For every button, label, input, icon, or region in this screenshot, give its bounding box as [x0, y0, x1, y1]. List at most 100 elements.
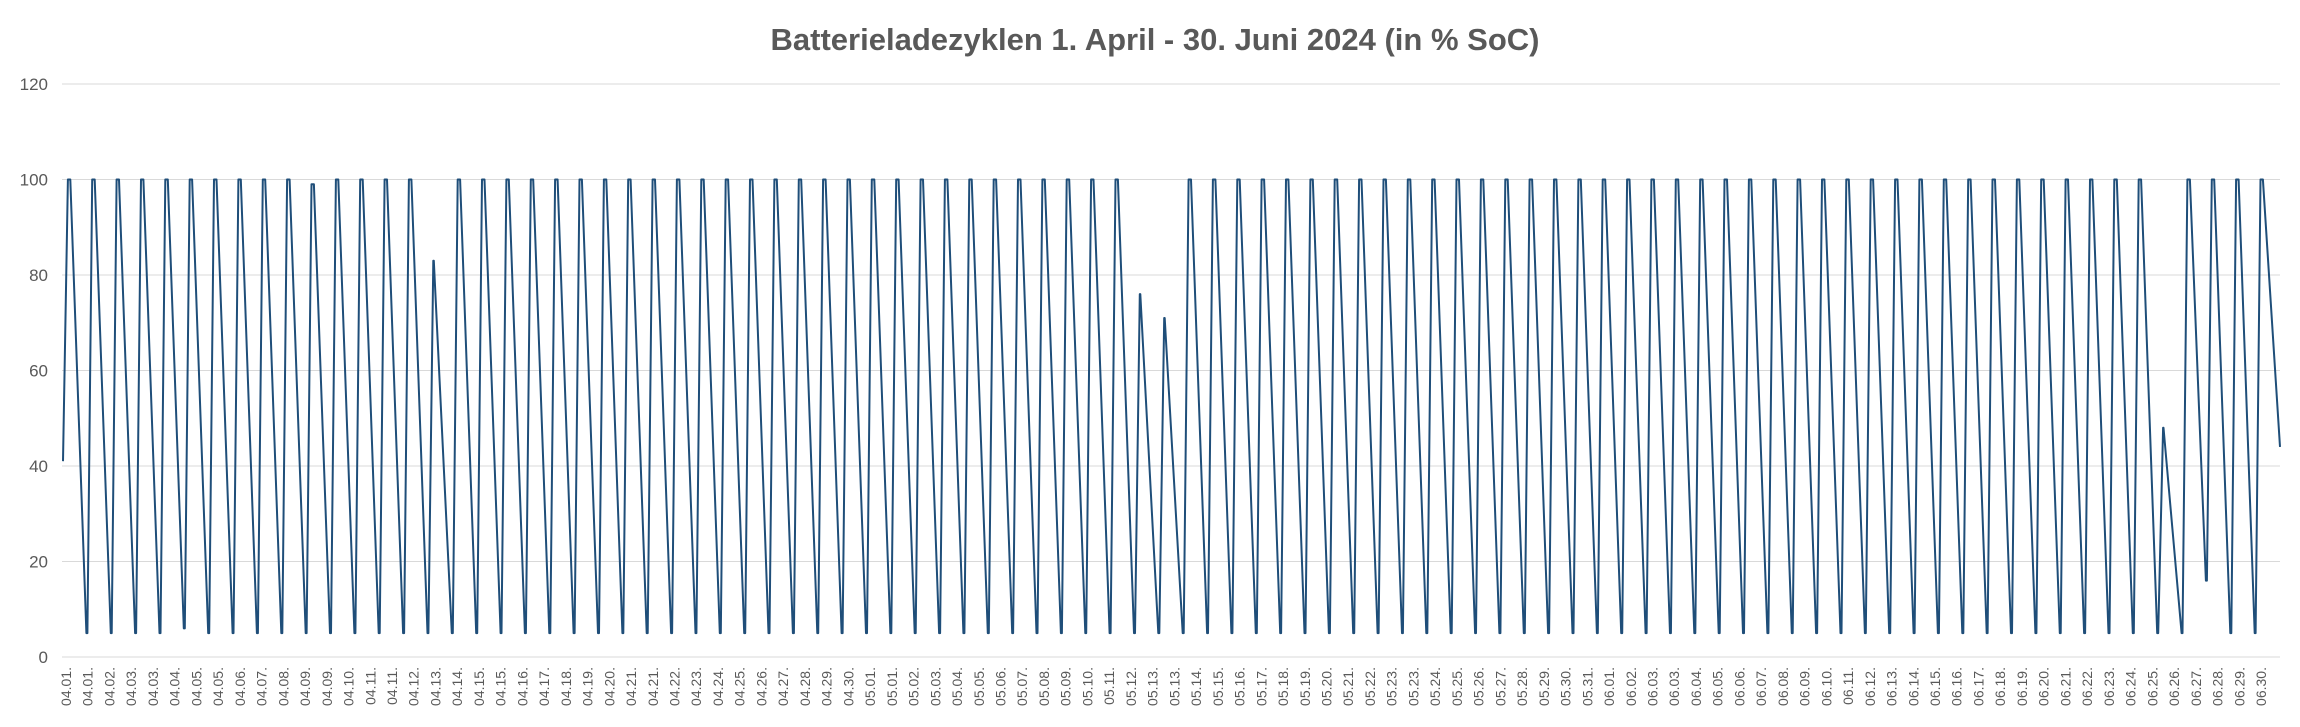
y-tick-label: 40	[29, 457, 48, 476]
x-tick-label: 05.31.	[1579, 667, 1595, 706]
x-tick-label: 06.04.	[1688, 667, 1704, 706]
x-tick-label: 04.12.	[406, 667, 422, 706]
x-tick-label: 04.18.	[558, 667, 574, 706]
x-tick-label: 04.21.	[623, 667, 639, 706]
soc-series-line	[62, 178, 2281, 635]
x-axis: 04.01. 04.01. 04.02. 04.03. 04.03. 04.04. 04.0…	[58, 667, 2269, 706]
x-tick-label: 05.19.	[1297, 667, 1313, 706]
x-tick-label: 05.09.	[1058, 667, 1074, 706]
y-tick-label: 80	[29, 266, 48, 285]
x-tick-label: 04.11.	[384, 667, 400, 705]
x-tick-label: 04.24.	[710, 667, 726, 706]
x-tick-label: 04.30.	[840, 667, 856, 706]
x-tick-label: 05.16.	[1232, 667, 1248, 706]
x-tick-label: 04.17.	[536, 667, 552, 706]
x-tick-label: 05.27.	[1492, 667, 1508, 706]
x-tick-label: 05.28.	[1514, 667, 1530, 706]
x-tick-label: 05.01.	[862, 667, 878, 706]
x-tick-label: 04.25.	[732, 667, 748, 706]
x-tick-label: 06.07.	[1753, 667, 1769, 706]
x-tick-label: 04.11.	[362, 667, 378, 705]
x-tick-label: 04.27.	[775, 667, 791, 706]
x-tick-label: 06.18.	[1992, 667, 2008, 706]
x-tick-label: 06.28.	[2210, 667, 2226, 706]
x-tick-label: 05.20.	[1319, 667, 1335, 706]
y-tick-label: 60	[29, 362, 48, 381]
x-tick-label: 05.14.	[1188, 667, 1204, 706]
x-tick-label: 06.12.	[1862, 667, 1878, 706]
series-layer	[62, 178, 2281, 635]
y-tick-label: 120	[20, 75, 48, 94]
x-tick-label: 04.04.	[167, 667, 183, 706]
x-tick-label: 04.21.	[645, 667, 661, 706]
x-tick-label: 06.21.	[2057, 667, 2073, 706]
x-tick-label: 04.09.	[319, 667, 335, 706]
x-tick-label: 06.13.	[1884, 667, 1900, 706]
x-tick-label: 06.23.	[2101, 667, 2117, 706]
x-tick-label: 05.05.	[971, 667, 987, 706]
x-tick-label: 06.22.	[2079, 667, 2095, 706]
x-tick-label: 04.05.	[188, 667, 204, 706]
x-tick-label: 06.26.	[2166, 667, 2182, 706]
x-tick-label: 05.10.	[1079, 667, 1095, 706]
x-tick-label: 05.21.	[1340, 667, 1356, 706]
x-tick-label: 06.10.	[1818, 667, 1834, 706]
x-tick-label: 04.03.	[123, 667, 139, 706]
x-tick-label: 06.02.	[1623, 667, 1639, 706]
x-tick-label: 04.07.	[254, 667, 270, 706]
x-tick-label: 06.03.	[1645, 667, 1661, 706]
y-tick-label: 20	[29, 553, 48, 572]
x-tick-label: 06.15.	[1927, 667, 1943, 706]
x-tick-label: 05.07.	[1014, 667, 1030, 706]
x-tick-label: 06.14.	[1905, 667, 1921, 706]
x-tick-label: 04.15.	[471, 667, 487, 706]
x-tick-label: 06.05.	[1710, 667, 1726, 706]
x-tick-label: 06.16.	[1949, 667, 1965, 706]
x-tick-label: 04.09.	[297, 667, 313, 706]
x-tick-label: 04.06.	[232, 667, 248, 706]
x-tick-label: 06.29.	[2231, 667, 2247, 706]
x-tick-label: 04.20.	[601, 667, 617, 706]
x-tick-label: 06.17.	[1971, 667, 1987, 706]
x-tick-label: 06.11.	[1840, 667, 1856, 705]
x-tick-label: 04.19.	[580, 667, 596, 706]
x-tick-label: 04.01.	[80, 667, 96, 706]
x-tick-label: 05.29.	[1536, 667, 1552, 706]
y-tick-label: 0	[39, 648, 48, 667]
x-tick-label: 06.19.	[2014, 667, 2030, 706]
x-tick-label: 04.01.	[58, 667, 74, 706]
x-tick-label: 04.26.	[753, 667, 769, 706]
x-tick-label: 06.20.	[2036, 667, 2052, 706]
x-tick-label: 05.30.	[1558, 667, 1574, 706]
x-tick-label: 06.25.	[2144, 667, 2160, 706]
x-tick-label: 05.04.	[949, 667, 965, 706]
x-tick-label: 05.11.	[1101, 667, 1117, 705]
x-tick-label: 05.06.	[993, 667, 1009, 706]
x-tick-label: 05.24.	[1427, 667, 1443, 706]
x-tick-label: 04.02.	[102, 667, 118, 706]
x-tick-label: 05.23.	[1405, 667, 1421, 706]
x-tick-label: 04.28.	[797, 667, 813, 706]
x-tick-label: 05.01.	[884, 667, 900, 706]
chart-title: Batterieladezyklen 1. April - 30. Juni 2…	[771, 22, 1540, 57]
x-tick-label: 05.22.	[1362, 667, 1378, 706]
x-tick-label: 05.02.	[906, 667, 922, 706]
x-tick-label: 06.08.	[1775, 667, 1791, 706]
x-tick-label: 04.29.	[819, 667, 835, 706]
x-tick-label: 04.14.	[449, 667, 465, 706]
x-tick-label: 04.23.	[688, 667, 704, 706]
x-tick-label: 06.03.	[1666, 667, 1682, 706]
x-tick-label: 06.01.	[1601, 667, 1617, 706]
x-tick-label: 04.08.	[275, 667, 291, 706]
x-tick-label: 05.26.	[1471, 667, 1487, 706]
x-tick-label: 04.15.	[493, 667, 509, 706]
x-tick-label: 05.17.	[1253, 667, 1269, 706]
x-tick-label: 06.27.	[2188, 667, 2204, 706]
x-tick-label: 06.24.	[2123, 667, 2139, 706]
x-tick-label: 05.13.	[1166, 667, 1182, 706]
x-tick-label: 05.08.	[1036, 667, 1052, 706]
x-tick-label: 06.30.	[2253, 667, 2269, 706]
x-tick-label: 05.12.	[1123, 667, 1139, 706]
x-tick-label: 04.10.	[341, 667, 357, 706]
